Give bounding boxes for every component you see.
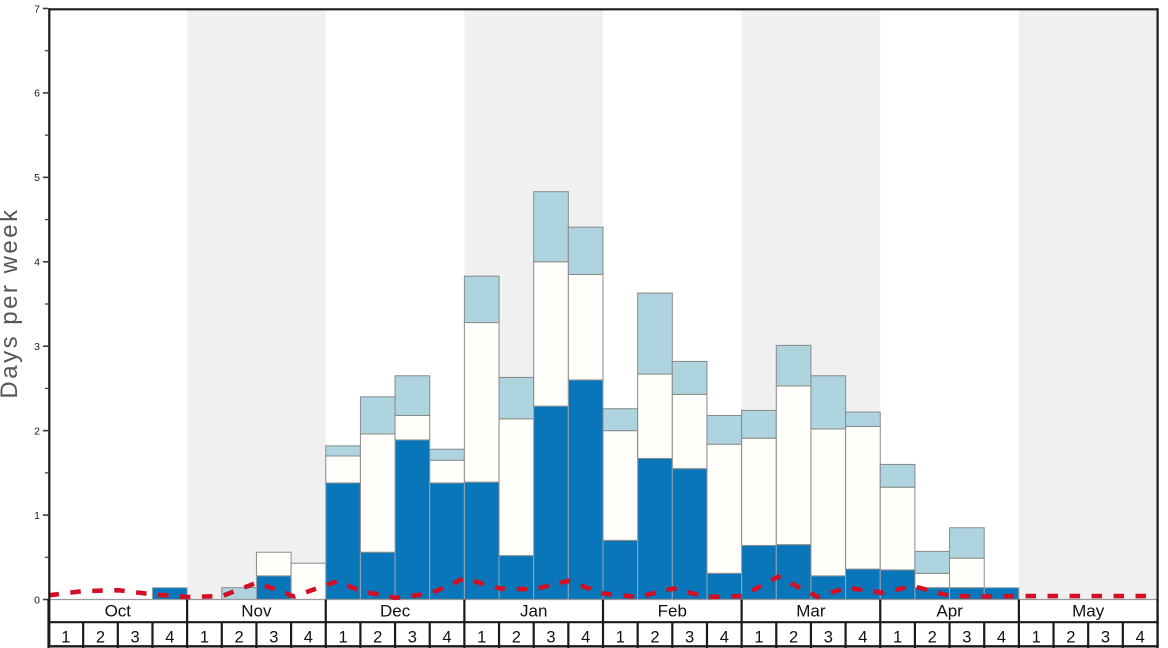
svg-text:4: 4 xyxy=(720,629,729,647)
svg-text:5: 5 xyxy=(34,172,40,184)
svg-text:2: 2 xyxy=(789,629,798,647)
svg-text:4: 4 xyxy=(997,629,1006,647)
svg-text:2: 2 xyxy=(650,629,659,647)
svg-text:0: 0 xyxy=(34,594,40,606)
svg-text:1: 1 xyxy=(34,510,40,522)
svg-text:3: 3 xyxy=(962,629,971,647)
svg-text:2: 2 xyxy=(235,629,244,647)
svg-text:1: 1 xyxy=(200,629,209,647)
svg-text:1: 1 xyxy=(754,629,763,647)
svg-text:1: 1 xyxy=(477,629,486,647)
svg-text:2: 2 xyxy=(96,629,105,647)
svg-text:4: 4 xyxy=(442,629,451,647)
svg-text:3: 3 xyxy=(546,629,555,647)
svg-text:Dec: Dec xyxy=(380,602,411,621)
svg-text:1: 1 xyxy=(616,629,625,647)
svg-text:3: 3 xyxy=(269,629,278,647)
svg-text:Jan: Jan xyxy=(520,602,547,621)
svg-text:7: 7 xyxy=(34,3,40,15)
svg-text:1: 1 xyxy=(339,629,348,647)
svg-text:Oct: Oct xyxy=(105,602,132,621)
svg-text:Nov: Nov xyxy=(241,602,272,621)
svg-text:May: May xyxy=(1072,602,1105,621)
svg-text:3: 3 xyxy=(1101,629,1110,647)
svg-text:2: 2 xyxy=(512,629,521,647)
svg-text:3: 3 xyxy=(131,629,140,647)
svg-text:4: 4 xyxy=(165,629,174,647)
svg-text:1: 1 xyxy=(893,629,902,647)
svg-text:2: 2 xyxy=(34,425,40,437)
svg-text:6: 6 xyxy=(34,88,40,100)
svg-text:3: 3 xyxy=(685,629,694,647)
svg-text:2: 2 xyxy=(1066,629,1075,647)
svg-text:Apr: Apr xyxy=(936,602,963,621)
svg-text:4: 4 xyxy=(34,257,40,269)
svg-text:3: 3 xyxy=(824,629,833,647)
svg-text:Feb: Feb xyxy=(658,602,687,621)
svg-text:1: 1 xyxy=(1032,629,1041,647)
svg-text:4: 4 xyxy=(304,629,313,647)
svg-text:2: 2 xyxy=(928,629,937,647)
svg-text:4: 4 xyxy=(1136,629,1145,647)
svg-text:4: 4 xyxy=(858,629,867,647)
svg-text:Mar: Mar xyxy=(796,602,826,621)
svg-text:4: 4 xyxy=(581,629,590,647)
svg-text:3: 3 xyxy=(408,629,417,647)
svg-text:Days per week: Days per week xyxy=(0,207,23,398)
svg-text:2: 2 xyxy=(373,629,382,647)
svg-text:3: 3 xyxy=(34,341,40,353)
svg-text:1: 1 xyxy=(61,629,70,647)
